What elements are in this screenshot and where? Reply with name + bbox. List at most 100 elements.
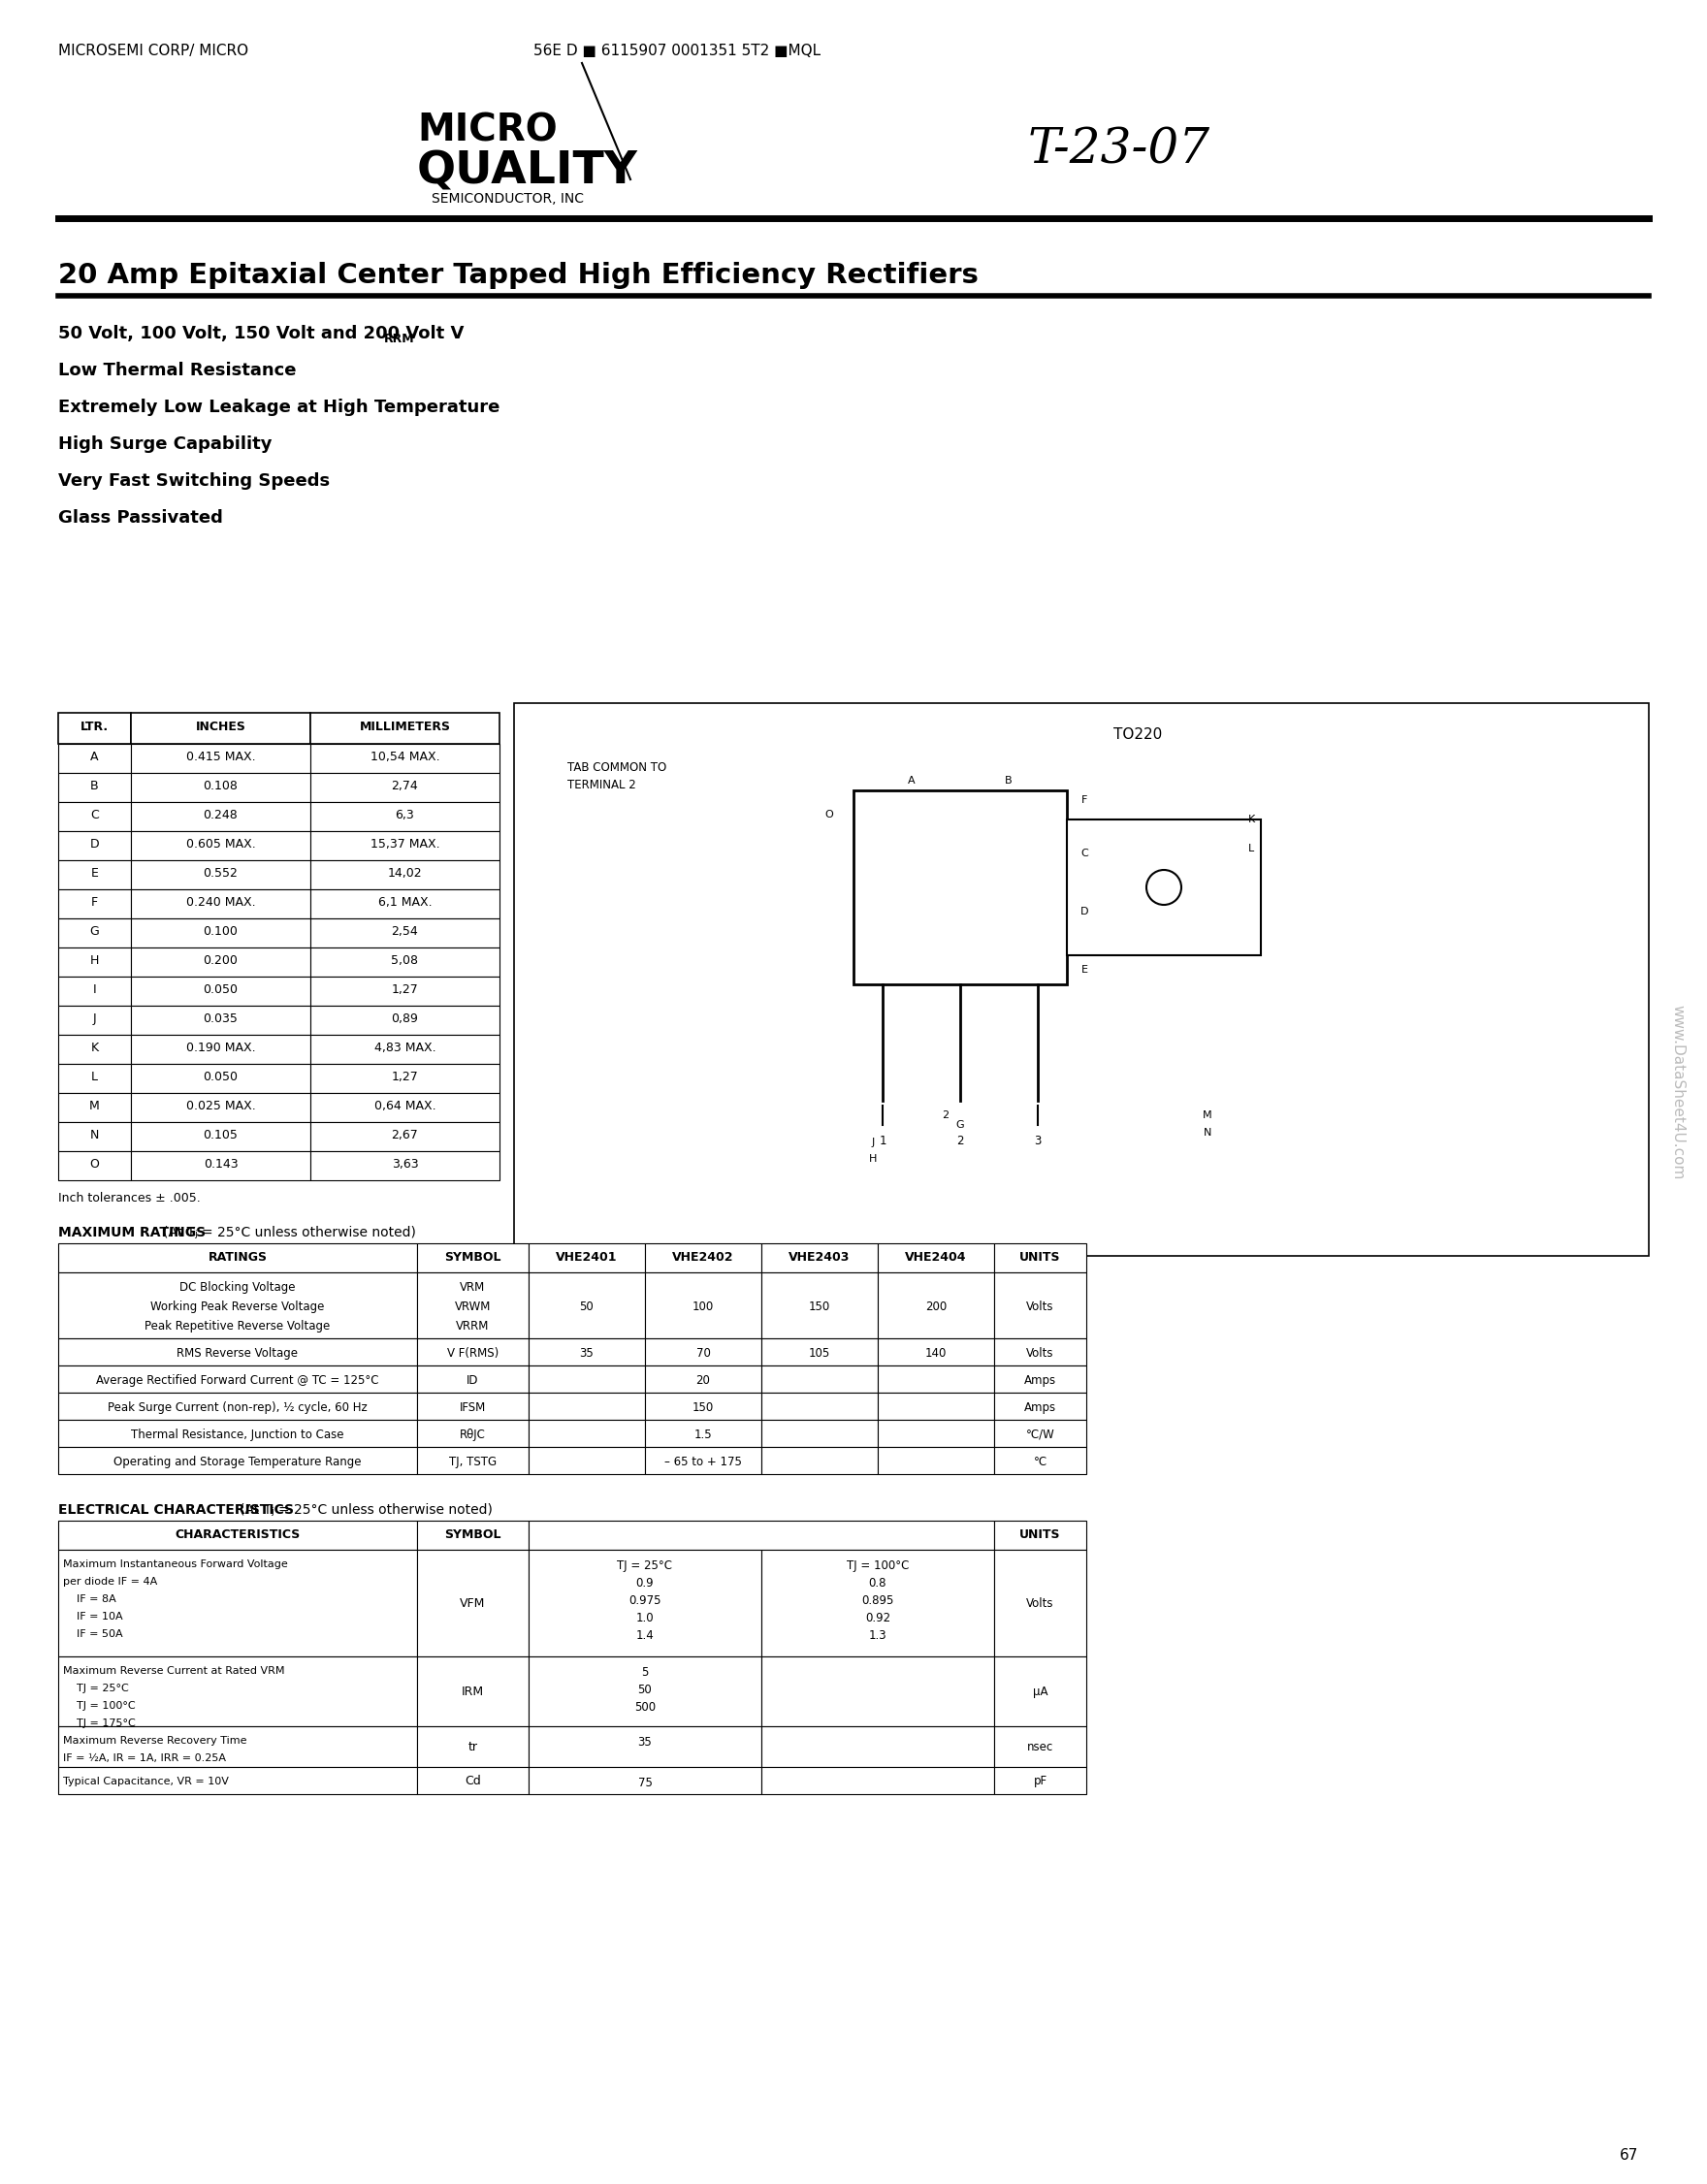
Bar [131,773,311,802]
Text: N: N [90,1129,99,1142]
Text: Peak Surge Current (non-rep), ½ cycle, 60 Hz: Peak Surge Current (non-rep), ½ cycle, 6… [108,1402,367,1413]
Bar [514,703,1649,1256]
Bar [131,712,311,745]
Bar [311,976,500,1005]
Text: LTR.: LTR. [80,721,109,734]
Bar [58,832,131,860]
Text: 0.92: 0.92 [865,1612,891,1625]
Text: O: O [90,1158,99,1171]
Text: 50: 50 [638,1684,652,1697]
Bar [311,860,500,889]
Text: 5,08: 5,08 [391,954,418,968]
Bar [58,1448,417,1474]
Bar [761,1273,877,1339]
Text: TJ = 175°C: TJ = 175°C [63,1719,135,1728]
Bar [58,1655,417,1725]
Bar [311,1123,500,1151]
Bar [761,1448,877,1474]
Bar [58,976,131,1005]
Text: J: J [871,1138,874,1147]
Bar [58,745,131,773]
Bar [58,1035,131,1064]
Text: CHARACTERISTICS: CHARACTERISTICS [174,1529,300,1542]
Text: 3: 3 [1034,1136,1041,1147]
Text: TJ = 100°C: TJ = 100°C [63,1701,135,1710]
Bar [311,1151,500,1179]
Text: 0.190 MAX.: 0.190 MAX. [186,1042,256,1055]
Text: (At Tⱼ = 25°C unless otherwise noted): (At Tⱼ = 25°C unless otherwise noted) [239,1503,493,1516]
Text: V F(RMS): V F(RMS) [447,1348,498,1361]
Text: VRWM: VRWM [454,1299,492,1313]
Bar [645,1393,761,1420]
Bar [993,1339,1086,1365]
Bar [58,1243,417,1273]
Text: D: D [90,839,99,850]
Text: 4,83 MAX.: 4,83 MAX. [374,1042,435,1055]
Bar [131,1123,311,1151]
Bar [58,860,131,889]
Bar [131,889,311,919]
Text: IF = 10A: IF = 10A [63,1612,123,1621]
Text: 0.895: 0.895 [862,1594,894,1607]
Bar [761,1767,993,1793]
Text: 2,67: 2,67 [391,1129,418,1142]
Text: 1.4: 1.4 [637,1629,654,1642]
Text: ID: ID [466,1374,480,1387]
Text: 0.025 MAX.: 0.025 MAX. [186,1101,256,1112]
Text: 0.552: 0.552 [203,867,237,880]
Bar [58,1393,417,1420]
Text: TAB COMMON TO: TAB COMMON TO [567,762,666,773]
Bar [877,1393,993,1420]
Text: MAXIMUM RATINGS: MAXIMUM RATINGS [58,1225,207,1238]
Text: pF: pF [1033,1776,1046,1787]
Bar [417,1520,529,1551]
Text: J: J [92,1013,96,1024]
Bar [417,1365,529,1393]
Bar [993,1243,1086,1273]
Text: VFM: VFM [459,1597,485,1610]
Text: MICRO: MICRO [417,111,558,149]
Bar [131,832,311,860]
Text: G: G [956,1120,964,1129]
Bar [417,1273,529,1339]
Text: D: D [1081,906,1089,917]
Text: 75: 75 [638,1776,652,1789]
Bar [529,1365,645,1393]
Text: SYMBOL: SYMBOL [444,1529,502,1542]
Text: O: O [824,810,833,819]
Bar [311,712,500,745]
Text: 70: 70 [696,1348,710,1361]
Text: 0.143: 0.143 [203,1158,237,1171]
Text: 0.415 MAX.: 0.415 MAX. [186,751,256,762]
Bar [58,773,131,802]
Text: B: B [1005,775,1012,786]
Bar [417,1725,529,1767]
Text: MICROSEMI CORP/ MICRO: MICROSEMI CORP/ MICRO [58,44,249,59]
Text: °C: °C [1033,1457,1046,1468]
Text: 50: 50 [580,1299,594,1313]
Bar [761,1725,993,1767]
Text: 67: 67 [1620,2149,1639,2162]
Bar [311,745,500,773]
Text: Thermal Resistance, Junction to Case: Thermal Resistance, Junction to Case [131,1428,345,1441]
Bar [311,802,500,832]
Text: 50 Volt, 100 Volt, 150 Volt and 200 Volt V: 50 Volt, 100 Volt, 150 Volt and 200 Volt… [58,325,464,343]
Text: 0.975: 0.975 [628,1594,661,1607]
Text: VHE2402: VHE2402 [673,1251,734,1265]
Bar [645,1273,761,1339]
Text: 35: 35 [638,1736,652,1749]
Bar [761,1339,877,1365]
Text: per diode IF = 4A: per diode IF = 4A [63,1577,157,1586]
Bar [877,1420,993,1448]
Bar [417,1393,529,1420]
Text: 1: 1 [879,1136,886,1147]
Bar [58,1725,417,1767]
Bar [131,1092,311,1123]
Bar [131,1151,311,1179]
Bar [58,712,131,745]
Bar [993,1767,1086,1793]
Text: A: A [908,775,915,786]
Text: Volts: Volts [1026,1597,1053,1610]
Text: Maximum Reverse Current at Rated VRM: Maximum Reverse Current at Rated VRM [63,1666,285,1675]
Text: 1.3: 1.3 [869,1629,886,1642]
